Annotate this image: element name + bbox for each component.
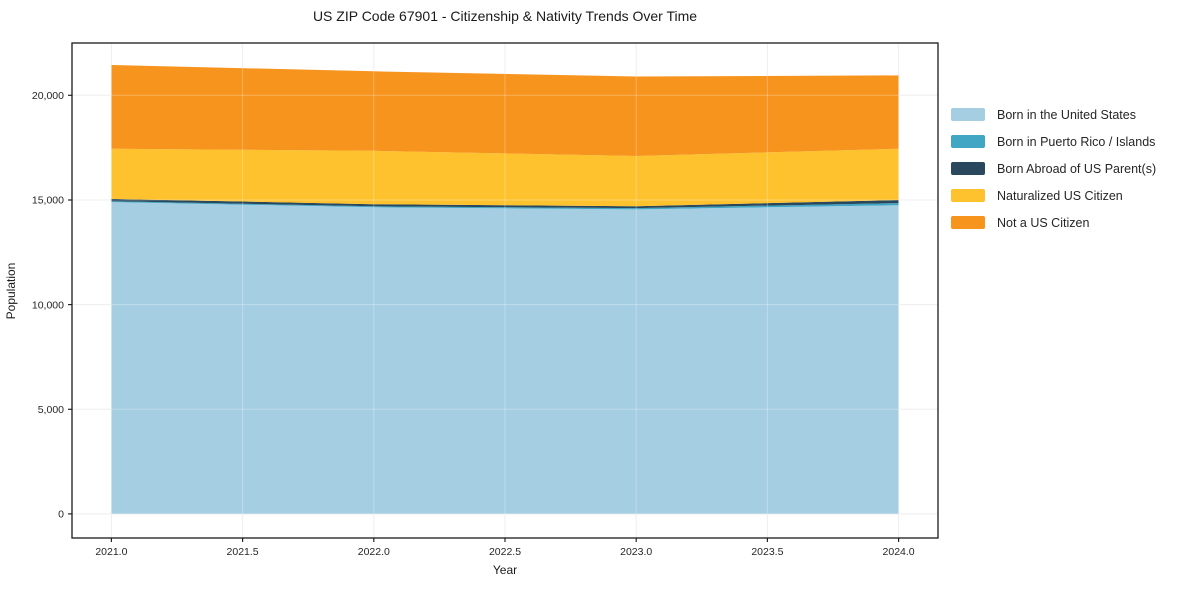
x-tick-label: 2021.5 bbox=[227, 546, 259, 558]
y-tick-label: 0 bbox=[58, 509, 64, 521]
legend-item-born-abroad: Born Abroad of US Parent(s) bbox=[951, 155, 1156, 182]
legend-label: Not a US Citizen bbox=[997, 215, 1090, 230]
x-tick-label: 2021.0 bbox=[95, 546, 127, 558]
legend-item-naturalized: Naturalized US Citizen bbox=[951, 182, 1156, 209]
area-born-us bbox=[111, 202, 899, 514]
legend-label: Born in Puerto Rico / Islands bbox=[997, 134, 1156, 149]
x-axis-label: Year bbox=[492, 563, 518, 577]
x-tick-label: 2024.0 bbox=[883, 546, 915, 558]
x-tick-label: 2022.5 bbox=[489, 546, 521, 558]
area-born-abroad bbox=[111, 198, 899, 209]
y-axis-label: Population bbox=[4, 262, 18, 320]
y-tick-label: 5,000 bbox=[38, 404, 64, 416]
legend-label: Born in the United States bbox=[997, 107, 1136, 122]
x-tick-label: 2023.0 bbox=[620, 546, 652, 558]
legend-swatch-born-us bbox=[951, 108, 985, 121]
legend-swatch-born-abroad bbox=[951, 162, 985, 175]
y-tick-label: 20,000 bbox=[32, 90, 64, 102]
y-tick-label: 15,000 bbox=[32, 195, 64, 207]
legend-swatch-born-pr bbox=[951, 135, 985, 148]
legend-item-born-pr: Born in Puerto Rico / Islands bbox=[951, 128, 1156, 155]
legend-swatch-naturalized bbox=[951, 189, 985, 202]
plot-border bbox=[71, 42, 939, 539]
legend-label: Naturalized US Citizen bbox=[997, 188, 1123, 203]
area-born-pr bbox=[111, 201, 899, 210]
area-not-citizen bbox=[111, 65, 899, 156]
legend-swatch-not-citizen bbox=[951, 216, 985, 229]
y-tick-label: 10,000 bbox=[32, 299, 64, 311]
legend: Born in the United States Born in Puerto … bbox=[951, 101, 1156, 236]
x-tick-label: 2023.5 bbox=[751, 546, 783, 558]
area-naturalized bbox=[111, 148, 899, 207]
x-tick-label: 2022.0 bbox=[358, 546, 390, 558]
legend-item-not-citizen: Not a US Citizen bbox=[951, 209, 1156, 236]
legend-item-born-us: Born in the United States bbox=[951, 101, 1156, 128]
legend-label: Born Abroad of US Parent(s) bbox=[997, 161, 1157, 176]
chart-title: US ZIP Code 67901 - Citizenship & Nativi… bbox=[312, 8, 698, 24]
